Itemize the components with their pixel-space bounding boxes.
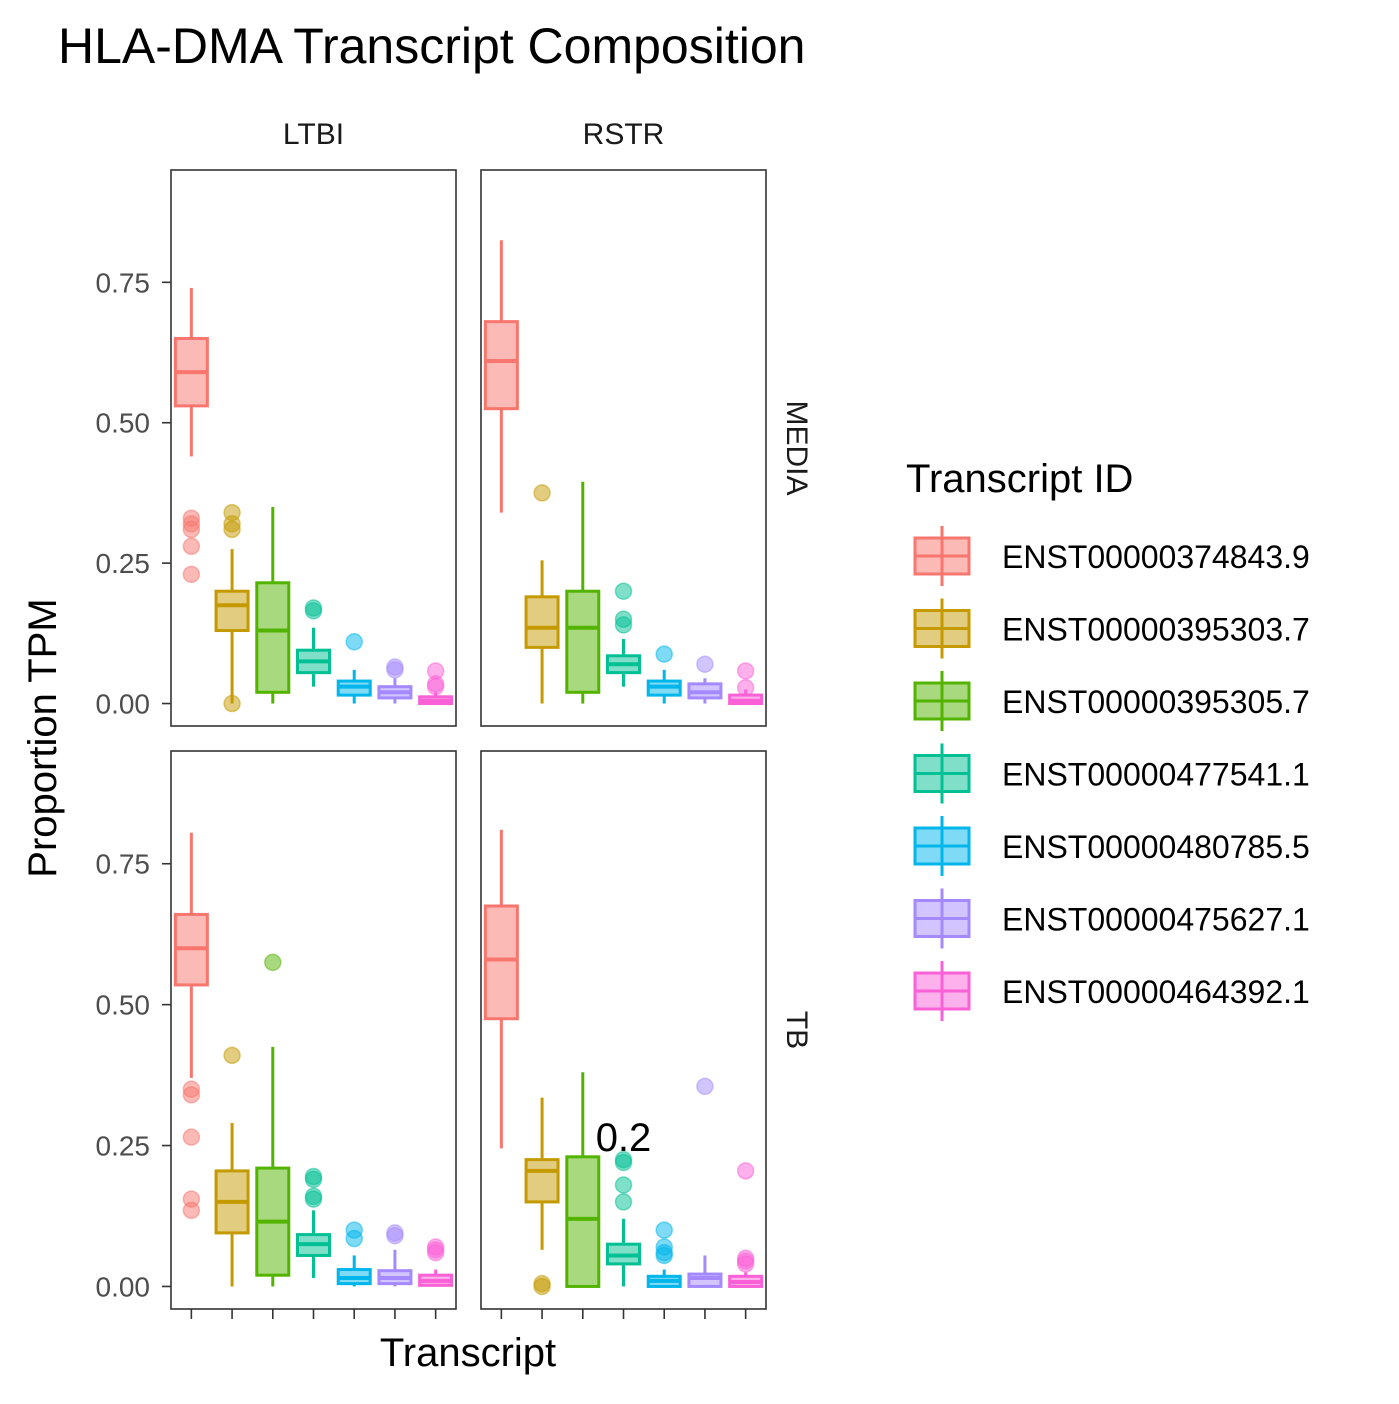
outlier-point [304,602,323,620]
outlier-point [533,484,551,502]
outlier-point [182,565,201,584]
plot-layer: LTBI RSTR MEDIA TB 0.00 0.25 0.50 0.75 0.00 0.25 0… [96,118,813,1319]
y-tick-label: 0.50 [96,990,151,1021]
outlier-point [426,677,445,696]
outlier-point [736,1162,755,1180]
outlier-point [614,616,633,634]
chart-title: HLA-DMA Transcript Composition [58,18,805,74]
outlier-point [345,1229,363,1248]
box [687,1272,723,1288]
y-tick-label: 0.00 [96,689,151,720]
strip-label-ltbi: LTBI [283,118,344,151]
box [565,589,601,694]
annotation-label: 0.2 [596,1116,652,1160]
legend-item-label: ENST00000480785.5 [1002,829,1310,865]
outlier-point [736,679,755,697]
box [214,589,250,633]
outlier-point [182,1086,201,1104]
outlier-point [614,1193,633,1211]
outlier-point [386,661,404,679]
outlier-point [614,1176,633,1194]
y-tick-label: 0.00 [96,1271,151,1302]
outlier-point [614,582,633,600]
outlier-point [736,1255,755,1273]
legend-title: Transcript ID [906,457,1133,501]
outlier-point [655,645,673,663]
outlier-point [182,1128,201,1146]
outlier-point [655,1246,673,1265]
box [483,904,519,1021]
outlier-point [182,537,201,556]
outlier-point [533,1277,551,1296]
outlier-point [696,655,714,673]
outlier-point [182,1201,201,1220]
panel-border-ltbi-media [170,169,457,727]
strip-label-media: MEDIA [780,400,813,495]
box [483,320,519,411]
outlier-point [223,520,241,539]
legend-item-label: ENST00000395305.7 [1002,684,1310,720]
legend-item-label: ENST00000477541.1 [1002,757,1310,793]
y-tick-label: 0.25 [96,1131,151,1162]
y-tick-label: 0.75 [96,849,151,880]
legend-item-label: ENST00000374843.9 [1002,539,1310,575]
legend-item-label: ENST00000475627.1 [1002,902,1310,938]
outlier-point [182,520,201,539]
panel-border-rstr-media [480,169,767,727]
y-tick-label: 0.75 [96,267,151,298]
outlier-point [386,1226,404,1245]
legend-item-label: ENST00000395303.7 [1002,612,1310,648]
legend-layer: ENST00000374843.9 ENST00000395303.7 ENST00… [913,526,1310,1021]
outlier-point [345,633,363,651]
x-axis-title: Transcript [380,1331,556,1375]
box [524,595,560,649]
box [565,1155,601,1288]
outlier-point [696,1077,714,1096]
outlier-point [304,1190,323,1208]
box [524,1158,560,1204]
legend-item-label: ENST00000464392.1 [1002,974,1310,1010]
strip-label-rstr: RSTR [583,118,665,151]
outlier-point [223,1046,241,1065]
outlier-point [736,662,755,680]
strip-label-tb: TB [780,1011,813,1049]
outlier-point [304,1170,323,1189]
outlier-point [426,1243,445,1262]
y-tick-label: 0.50 [96,408,151,439]
outlier-point [264,953,282,972]
outlier-point [223,694,241,713]
outlier-point [614,1153,633,1172]
y-tick-label: 0.25 [96,548,151,579]
box [255,581,291,694]
y-axis-title: Proportion TPM [21,598,65,877]
outlier-point [655,1221,673,1239]
